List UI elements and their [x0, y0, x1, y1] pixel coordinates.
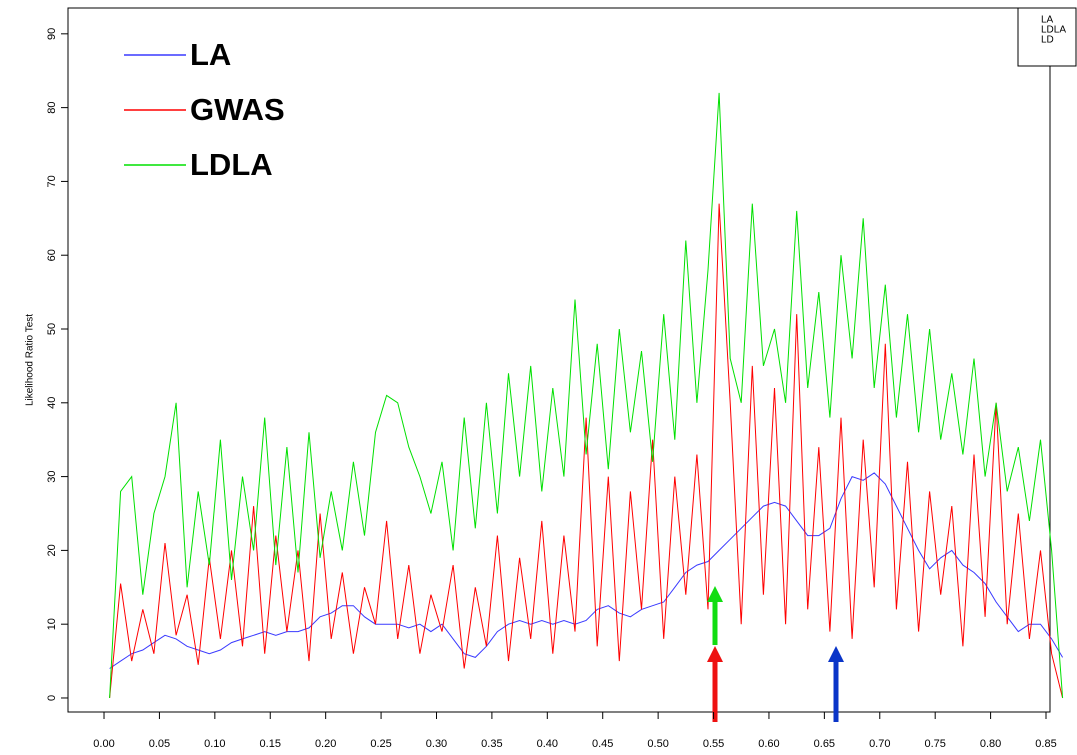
legend-box-entry: LDLA: [1041, 25, 1066, 36]
legend-label: GWAS: [190, 92, 285, 127]
y-tick-label: 0: [46, 695, 58, 701]
arrow-head: [707, 586, 723, 602]
x-tick-label: 0.60: [758, 738, 779, 750]
legend-box-entry: LD: [1041, 35, 1054, 46]
plot-frame: [67, 7, 1051, 713]
arrow-head: [828, 646, 844, 662]
y-tick-label: 30: [46, 470, 58, 482]
x-tick-label: 0.30: [426, 738, 447, 750]
x-tick-label: 0.00: [93, 738, 114, 750]
y-tick-label: 90: [46, 28, 58, 40]
arrow-head: [707, 646, 723, 662]
series-layer: [109, 92, 1064, 699]
x-tick-label: 0.40: [537, 738, 558, 750]
x-tick-label: 0.50: [647, 738, 668, 750]
x-tick-label: 0.25: [370, 738, 391, 750]
x-tick-label: 0.85: [1035, 738, 1056, 750]
x-tick-label: 0.35: [481, 738, 502, 750]
x-tick-label: 0.15: [260, 738, 281, 750]
series-line: [109, 203, 1064, 699]
legend-box-entry: LA: [1041, 15, 1054, 26]
y-tick-label: 50: [46, 323, 58, 335]
legend-label: LDLA: [190, 147, 273, 182]
x-tick-label: 0.45: [592, 738, 613, 750]
y-tick-label: 40: [46, 397, 58, 409]
legend-box: [1017, 7, 1077, 67]
x-tick-label: 0.55: [703, 738, 724, 750]
y-tick-label: 60: [46, 249, 58, 261]
series-line: [109, 92, 1064, 699]
x-tick-label: 0.75: [924, 738, 945, 750]
y-tick-label: 70: [46, 175, 58, 187]
x-tick-label: 0.20: [315, 738, 336, 750]
x-tick-label: 0.05: [149, 738, 170, 750]
legend-label: LA: [190, 37, 231, 72]
x-tick-label: 0.70: [869, 738, 890, 750]
y-tick-label: 10: [46, 618, 58, 630]
y-axis-label: Likelihood Ratio Test: [25, 314, 36, 406]
series-line: [109, 472, 1064, 669]
x-tick-label: 0.65: [814, 738, 835, 750]
x-tick-label: 0.80: [980, 738, 1001, 750]
arrows: [707, 586, 844, 722]
y-tick-label: 20: [46, 544, 58, 556]
x-tick-label: 0.10: [204, 738, 225, 750]
y-tick-label: 80: [46, 101, 58, 113]
